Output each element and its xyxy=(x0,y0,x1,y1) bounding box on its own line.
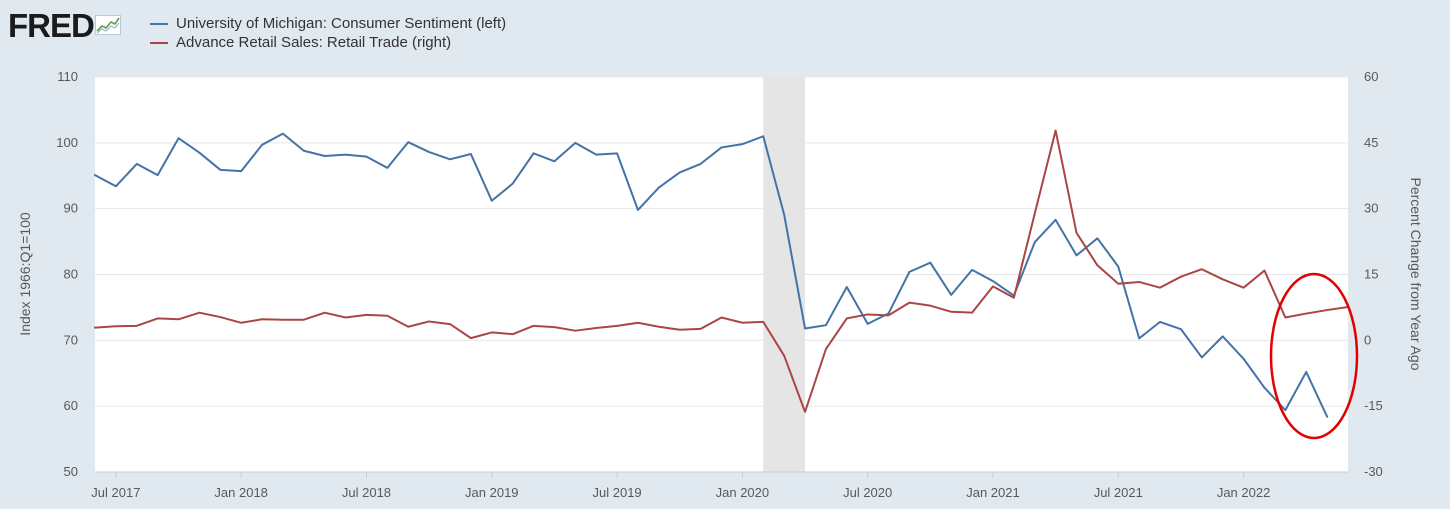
annotation-red-ellipse xyxy=(1269,272,1359,440)
left-axis-title: Index 1966:Q1=100 xyxy=(17,212,33,336)
legend-label-consumer-sentiment: University of Michigan: Consumer Sentime… xyxy=(176,15,507,32)
x-tick-label: Jan 2022 xyxy=(1217,485,1271,500)
series-layer xyxy=(94,129,1349,418)
right-tick-label: 45 xyxy=(1364,135,1378,150)
left-tick-label: 110 xyxy=(57,69,78,84)
right-tick-label: 0 xyxy=(1364,332,1371,347)
right-tick-label: -30 xyxy=(1364,464,1383,479)
x-tick-label: Jul 2017 xyxy=(91,485,140,500)
x-tick-label: Jan 2019 xyxy=(465,485,519,500)
fred-graph-icon xyxy=(94,15,121,40)
x-tick-label: Jan 2020 xyxy=(716,485,770,500)
annotation-layer xyxy=(1269,272,1359,440)
left-tick-label: 60 xyxy=(64,398,78,413)
legend-swatch-retail-sales xyxy=(150,41,168,44)
left-tick-label: 90 xyxy=(64,201,78,216)
x-tick-label: Jul 2019 xyxy=(593,485,642,500)
legend-item-consumer-sentiment[interactable]: University of Michigan: Consumer Sentime… xyxy=(150,14,506,33)
legend-label-retail-sales: Advance Retail Sales: Retail Trade (righ… xyxy=(176,34,452,51)
x-tick-label: Jul 2020 xyxy=(843,485,892,500)
x-tick-label: Jan 2018 xyxy=(214,485,268,500)
fred-logo[interactable]: FRED xyxy=(8,9,121,42)
left-axis-ticks: 50 60 70 80 90 100 110 xyxy=(56,69,78,479)
x-tick-label: Jul 2018 xyxy=(342,485,391,500)
left-tick-label: 70 xyxy=(64,332,78,347)
left-tick-label: 100 xyxy=(56,135,78,150)
x-tick-label: Jan 2021 xyxy=(966,485,1020,500)
right-tick-label: 60 xyxy=(1364,69,1378,84)
left-tick-label: 50 xyxy=(64,464,78,479)
legend-swatch-consumer-sentiment xyxy=(150,22,168,25)
right-tick-label: -15 xyxy=(1364,398,1383,413)
right-axis-ticks: -30 -15 0 15 30 45 60 xyxy=(1364,69,1383,479)
series-line-retail-sales[interactable] xyxy=(94,129,1349,413)
chart-legend: University of Michigan: Consumer Sentime… xyxy=(150,14,506,52)
x-tick-label: Jul 2021 xyxy=(1094,485,1143,500)
x-axis-ticks: Jul 2017 Jan 2018 Jul 2018 Jan 2019 Jul 2019… xyxy=(91,471,1348,500)
legend-item-retail-sales[interactable]: Advance Retail Sales: Retail Trade (righ… xyxy=(150,33,506,52)
left-tick-label: 80 xyxy=(64,267,78,282)
fred-logo-text: FRED xyxy=(8,7,95,44)
series-line-consumer-sentiment[interactable] xyxy=(94,132,1329,418)
right-tick-label: 15 xyxy=(1364,267,1378,282)
right-axis-title: Percent Change from Year Ago xyxy=(1408,177,1424,370)
right-tick-label: 30 xyxy=(1364,201,1378,216)
